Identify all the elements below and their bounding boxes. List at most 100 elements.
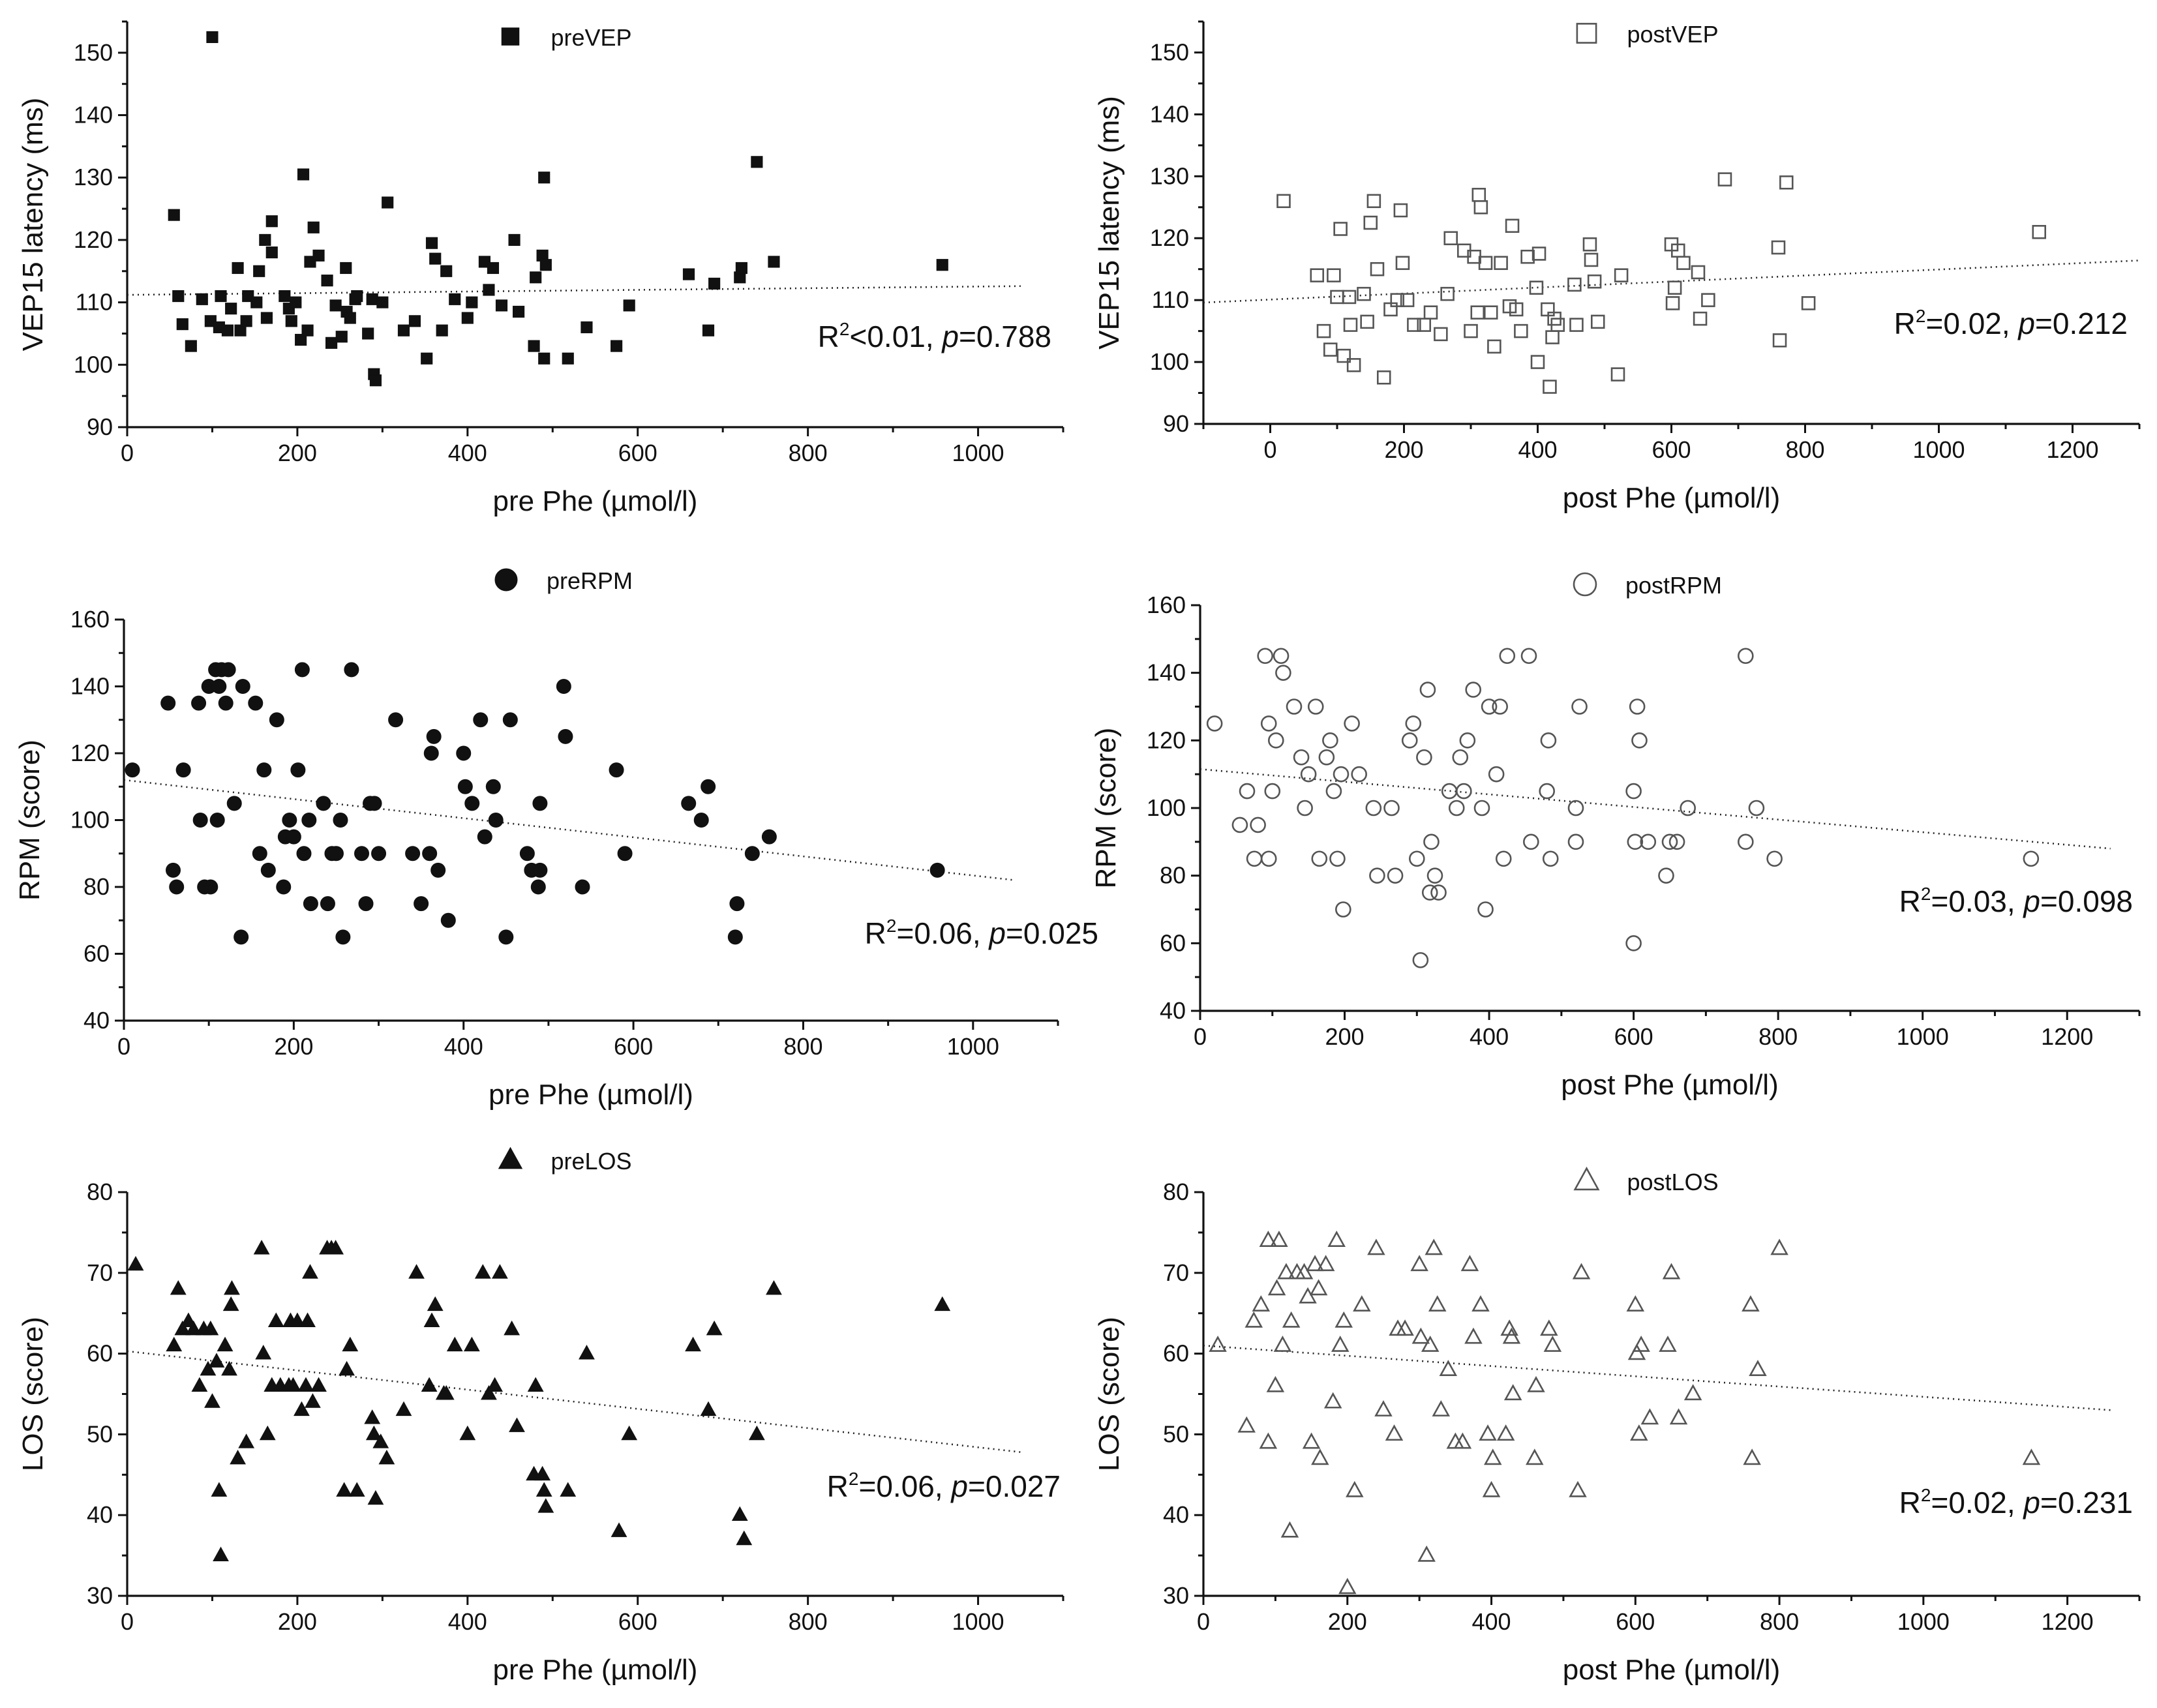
post-vep-data-point: [1691, 265, 1706, 280]
post-vep-data-point: [1772, 333, 1787, 348]
pre-rpm-data-point: [218, 695, 234, 711]
pre-rpm-data-point: [252, 846, 267, 861]
post-los-data-point: [1662, 1263, 1681, 1280]
pre-rpm-data-point: [532, 796, 548, 811]
post-vep-data-point: [2032, 224, 2047, 239]
post-rpm-data-point: [1481, 698, 1498, 715]
pre-los-data-point: [339, 1360, 355, 1376]
pre-vep-y-tick-label: 110: [76, 289, 113, 316]
post-rpm-data-point: [1567, 800, 1584, 817]
pre-rpm-data-point: [519, 846, 535, 861]
pre-los-data-point: [446, 1336, 463, 1352]
pre-los-data-point: [560, 1482, 577, 1497]
pre-los-data-point: [166, 1336, 183, 1352]
post-los-data-point: [1266, 1375, 1285, 1392]
pre-vep-data-point: [466, 296, 478, 308]
post-vep-data-point: [1470, 305, 1485, 320]
pre-rpm-data-point: [320, 896, 335, 912]
post-rpm-x-tick-label: 200: [1325, 1023, 1364, 1050]
post-vep-data-point: [1779, 175, 1794, 190]
pre-rpm-data-point: [440, 912, 456, 928]
pre-los-data-point: [421, 1377, 438, 1392]
pre-los-data-point: [481, 1385, 497, 1400]
post-rpm-data-point: [1459, 732, 1476, 749]
pre-rpm-data-point: [426, 728, 442, 744]
post-vep-data-point: [1569, 318, 1584, 332]
post-los-data-point: [1526, 1448, 1544, 1465]
post-rpm-x-tick-label: 600: [1614, 1023, 1653, 1050]
pre-rpm-data-point: [276, 879, 292, 895]
post-los-data-point: [1311, 1448, 1329, 1465]
post-rpm-data-point: [1625, 783, 1642, 800]
pre-rpm-data-point: [248, 695, 264, 711]
pre-rpm-data-point: [358, 896, 374, 912]
post-los-y-tick-label: 70: [1163, 1259, 1189, 1286]
pre-los-data-point: [423, 1312, 440, 1327]
pre-los-data-point: [336, 1482, 353, 1497]
post-los-points: [1209, 1231, 2041, 1595]
post-vep-data-point: [1333, 222, 1348, 236]
post-vep-data-point: [1310, 268, 1325, 282]
post-los-data-point: [1543, 1335, 1562, 1352]
post-vep-legend-label: postVEP: [1627, 21, 1719, 48]
post-vep-data-point: [1676, 256, 1691, 270]
post-vep-data-point: [1363, 215, 1378, 230]
pre-los-data-point: [537, 1498, 554, 1513]
pre-los-data-point: [238, 1433, 255, 1448]
post-los-data-point: [1669, 1408, 1688, 1425]
post-rpm-data-point: [1477, 901, 1494, 918]
post-vep-x-tick-label: 200: [1384, 436, 1423, 463]
pre-rpm-data-point: [473, 712, 489, 728]
pre-rpm-data-point: [558, 728, 573, 744]
pre-rpm-data-point: [498, 929, 514, 945]
pre-rpm-data-point: [290, 762, 306, 778]
pre-vep-data-point: [487, 262, 500, 275]
post-vep-data-point: [1483, 305, 1498, 320]
post-rpm-data-point: [1365, 800, 1382, 817]
post-los-y-tick-label: 80: [1163, 1178, 1189, 1205]
pre-los-data-point: [310, 1377, 327, 1392]
pre-los-x-tick-label: 0: [121, 1608, 134, 1635]
post-los-data-point: [1627, 1343, 1646, 1360]
pre-rpm-data-point: [328, 846, 344, 861]
pre-vep-data-point: [234, 324, 247, 337]
post-vep-data-point: [1550, 318, 1565, 332]
pre-los-data-point: [222, 1296, 239, 1311]
pre-rpm-data-point: [388, 712, 404, 728]
pre-los-y-tick-label: 40: [87, 1501, 113, 1528]
post-los-data-point: [1743, 1448, 1761, 1465]
pre-los-data-point: [731, 1506, 748, 1521]
pre-rpm-stat-annotation: R2=0.06, p=0.025: [865, 916, 1098, 950]
pre-vep-data-point: [513, 305, 525, 318]
pre-vep-data-point: [581, 321, 593, 333]
post-los-data-point: [1749, 1360, 1767, 1377]
pre-los-data-point: [748, 1425, 765, 1441]
post-rpm-data-point: [1631, 732, 1648, 749]
pre-los-data-point: [299, 1312, 316, 1327]
pre-rpm-y-tick-label: 80: [83, 873, 110, 900]
pre-rpm-data-point: [335, 929, 351, 945]
post-vep-data-point: [1376, 370, 1391, 385]
post-los-data-point: [1267, 1279, 1286, 1296]
post-rpm-data-point: [1748, 800, 1765, 817]
post-rpm-data-point: [1351, 766, 1367, 783]
post-los-data-point: [1421, 1335, 1440, 1352]
post-rpm-data-point: [1456, 783, 1472, 800]
pre-vep-data-point: [295, 333, 307, 346]
post-los-legend-marker: [1573, 1166, 1600, 1191]
pre-rpm-data-point: [192, 813, 208, 828]
post-vep-data-point: [1509, 302, 1524, 317]
pre-los-x-tick-label: 600: [618, 1608, 657, 1635]
post-vep-data-point: [1505, 218, 1520, 233]
pre-los-data-point: [327, 1240, 344, 1255]
pre-vep-data-point: [260, 312, 273, 324]
post-rpm-data-point: [1311, 850, 1328, 867]
pre-rpm-y-tick-label: 160: [70, 606, 110, 633]
pre-rpm-data-point: [220, 662, 236, 678]
pre-los-data-point: [365, 1425, 382, 1441]
pre-vep-data-point: [611, 340, 623, 352]
pre-los-data-point: [491, 1264, 508, 1279]
pre-los-data-point: [267, 1312, 284, 1327]
pre-los-data-point: [367, 1490, 384, 1505]
